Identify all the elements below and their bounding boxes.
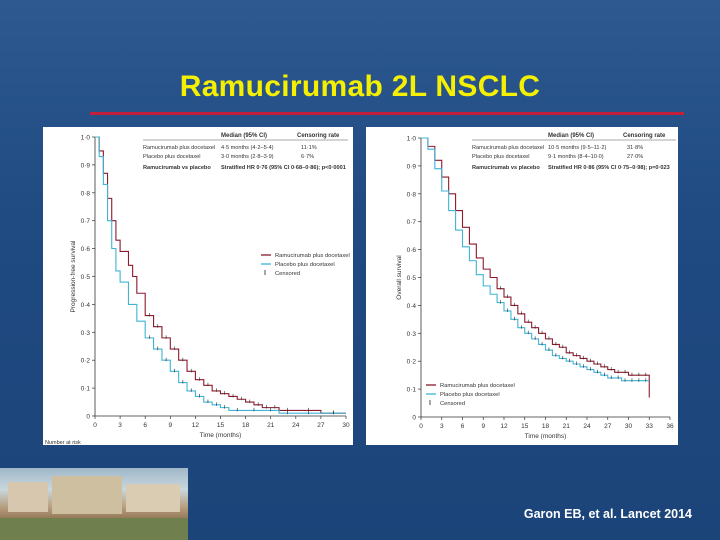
c1-x-tick-label: 0 [93, 422, 97, 429]
c2-x-tick-label: 6 [461, 423, 465, 430]
c1-table-row-median: 4·5 months (4·2–5·4) [221, 145, 274, 151]
c1-legend-label: Ramucirumab plus docetaxel [275, 253, 350, 259]
c1-x-tick-label: 18 [242, 422, 250, 429]
c2-y-tick-label: 1·0 [407, 136, 417, 143]
c1-y-tick-label: 1·0 [81, 135, 91, 142]
c2-legend-label: Placebo plus docetaxel [440, 392, 500, 398]
c2-legend-label: Ramucirumab plus docetaxel [440, 383, 515, 389]
c1-table-header-median: Median (95% CI) [221, 133, 267, 139]
c1-x-axis-label: Time (months) [200, 432, 242, 439]
c1-x-tick-label: 27 [317, 422, 325, 429]
c1-x-tick-label: 9 [168, 422, 172, 429]
c1-x-tick-label: 24 [292, 422, 300, 429]
c1-y-tick-label: 0 [86, 414, 90, 421]
c2-x-tick-label: 15 [521, 423, 529, 430]
c1-y-tick-label: 0·7 [81, 218, 91, 225]
c2-x-tick-label: 30 [625, 423, 633, 430]
c2-series-line-1 [421, 137, 650, 398]
c1-x-tick-label: 3 [118, 422, 122, 429]
c1-footer-label: Number at risk [45, 440, 81, 445]
c2-x-tick-label: 12 [500, 423, 508, 430]
c2-y-tick-label: 0·7 [407, 219, 417, 226]
c1-table-row-median: 3·0 months (2·8–3·9) [221, 154, 274, 160]
c2-table-header-median: Median (95% CI) [548, 133, 594, 139]
c2-y-tick-label: 0·1 [407, 387, 417, 394]
c2-table-row-arm: Ramucirumab plus docetaxel [472, 145, 544, 151]
c2-x-tick-label: 9 [481, 423, 485, 430]
c2-table-row-censoring: 27·0% [627, 154, 643, 160]
c2-x-tick-label: 18 [542, 423, 550, 430]
c2-y-tick-label: 0·3 [407, 331, 417, 338]
pfs-chart: 0 0·1 0·2 0·3 0·4 0·5 0·6 0·7 0·8 0·9 1·0 0 3 6 9 12 15 1… [45, 133, 350, 445]
c1-y-tick-label: 0·2 [81, 358, 91, 365]
c1-y-tick-label: 0·1 [81, 386, 91, 393]
c1-table-header-censoring: Censoring rate [297, 133, 340, 139]
c2-y-tick-label: 0·2 [407, 359, 417, 366]
c2-table-header-censoring: Censoring rate [623, 133, 666, 139]
c2-y-tick-label: 0 [412, 415, 416, 422]
c2-y-axis-label: Overall survival [396, 255, 403, 300]
c2-y-tick-label: 0·4 [407, 303, 417, 310]
c2-x-tick-label: 3 [440, 423, 444, 430]
title-rule [90, 112, 684, 115]
c2-y-tick-label: 0·6 [407, 247, 417, 254]
c2-series-line-2 [421, 137, 650, 382]
c1-y-tick-label: 0·8 [81, 190, 91, 197]
pfs-chart-panel: 0 0·1 0·2 0·3 0·4 0·5 0·6 0·7 0·8 0·9 1·0 0 3 6 9 12 15 1… [43, 127, 353, 445]
c1-y-tick-label: 0·3 [81, 330, 91, 337]
c1-comparison-value: Stratified HR 0·76 (95% CI 0·68–0·86); p… [221, 165, 346, 171]
c2-table-row-censoring: 31·8% [627, 145, 643, 151]
c2-x-axis-label: Time (months) [525, 433, 567, 440]
c2-table-row-median: 10·5 months (9·5–11·2) [548, 145, 606, 151]
c2-y-tick-label: 0·8 [407, 191, 417, 198]
c1-y-tick-label: 0·9 [81, 162, 91, 169]
c1-series-line-1 [95, 136, 346, 414]
os-chart: 00·10·20·30·40·50·60·70·80·91·00 3 6 9 12 15 1… [396, 133, 676, 440]
c1-x-tick-label: 6 [143, 422, 147, 429]
c2-x-tick-label: 27 [604, 423, 612, 430]
c1-comparison-label: Ramucirumab vs placebo [143, 165, 211, 171]
c2-y-tick-label: 0·5 [407, 275, 417, 282]
c2-legend-label: Censored [440, 401, 465, 407]
c2-x-tick-label: 33 [646, 423, 654, 430]
c1-y-tick-label: 0·6 [81, 246, 91, 253]
c1-y-tick-label: 0·5 [81, 274, 91, 281]
hospital-photo [0, 468, 188, 540]
c2-x-tick-label: 36 [666, 423, 674, 430]
c1-table-row-censoring: 6·7% [301, 154, 314, 160]
c2-y-tick-label: 0·9 [407, 163, 417, 170]
c1-table-row-arm: Placebo plus docetaxel [143, 154, 201, 160]
c1-legend-label: Placebo plus docetaxel [275, 262, 335, 268]
c2-table-row-median: 9·1 months (8·4–10·0) [548, 154, 604, 160]
c1-y-axis-label: Progression-free survival [70, 240, 77, 312]
c2-x-tick-label: 21 [563, 423, 571, 430]
c1-table-row-censoring: 11·1% [301, 145, 317, 151]
c1-x-tick-label: 15 [217, 422, 225, 429]
c1-table-row-arm: Ramucirumab plus docetaxel [143, 145, 215, 151]
c2-x-tick-label: 0 [419, 423, 423, 430]
c1-x-tick-label: 30 [342, 422, 350, 429]
c1-x-tick-label: 12 [192, 422, 200, 429]
c1-legend-label: Censored [275, 271, 300, 277]
slide-title: Ramucirumab 2L NSCLC [179, 70, 541, 103]
c1-y-tick-label: 0·4 [81, 302, 91, 309]
c2-x-tick-label: 24 [583, 423, 591, 430]
os-chart-panel: 0 0·1 0·2 0·3 0·4 0·5 0·6 0·7 0·8 0·9 1·0 0 3 6 9 12 15 1… [366, 127, 678, 445]
c2-comparison-label: Ramucirumab vs placebo [472, 165, 540, 171]
c1-x-tick-label: 21 [267, 422, 275, 429]
citation: Garon EB, et al. Lancet 2014 [523, 507, 692, 521]
c2-table-row-arm: Placebo plus docetaxel [472, 154, 530, 160]
c2-comparison-value: Stratified HR 0·86 (95% CI 0·75–0·98); p… [548, 165, 670, 171]
